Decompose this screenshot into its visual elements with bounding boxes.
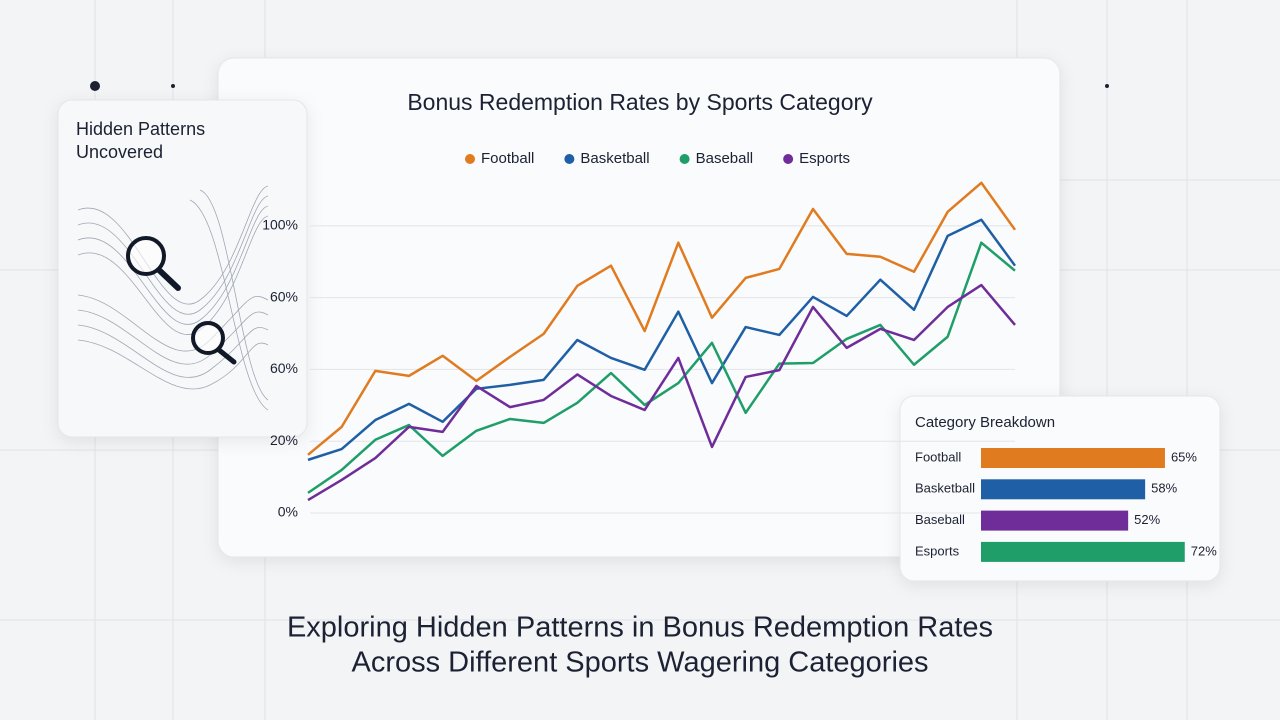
bar [981,448,1165,468]
bar-category: Baseball [915,512,965,527]
bar-value-label: 72% [1191,543,1217,558]
magnifier-icon [126,236,237,365]
series-line [307,283,1016,502]
y-tick-label: 60% [270,288,298,304]
bar-value-label: 58% [1151,481,1177,496]
caption: Across Different Sports Wagering Categor… [351,647,928,679]
bar-category: Esports [915,543,960,558]
breakdown-title: Category Breakdown [915,414,1055,431]
series-line [307,181,1017,456]
series-line [307,218,1017,462]
legend-swatch [783,154,794,164]
legend-label: Football [481,150,534,167]
bar [981,479,1146,500]
dot [1105,84,1109,88]
bar-value-label: 65% [1171,449,1197,464]
bar-category: Football [915,449,961,464]
y-tick-label: 0% [278,504,298,520]
legend-swatch [679,154,690,164]
bar-category: Basketball [915,481,975,496]
side-card [57,99,308,438]
series-line [307,241,1016,494]
chart-title: Bonus Redemption Rates by Sports Categor… [407,89,873,115]
y-tick-label: 100% [262,217,298,233]
legend-label: Basketball [580,150,649,167]
dot [90,81,100,91]
bar [981,510,1129,531]
dot [171,84,175,88]
y-tick-label: 20% [270,432,298,448]
wave-illustration [77,185,269,411]
side-card-title: Uncovered [76,142,163,162]
caption: Exploring Hidden Patterns in Bonus Redem… [287,612,993,644]
legend-swatch [465,154,475,164]
bar [981,541,1185,562]
legend-label: Esports [799,150,850,167]
legend-swatch [564,154,575,164]
legend-label: Baseball [696,150,754,167]
side-card-title: Hidden Patterns [76,119,205,139]
y-tick-label: 60% [270,360,298,376]
bar-value-label: 52% [1134,512,1160,527]
